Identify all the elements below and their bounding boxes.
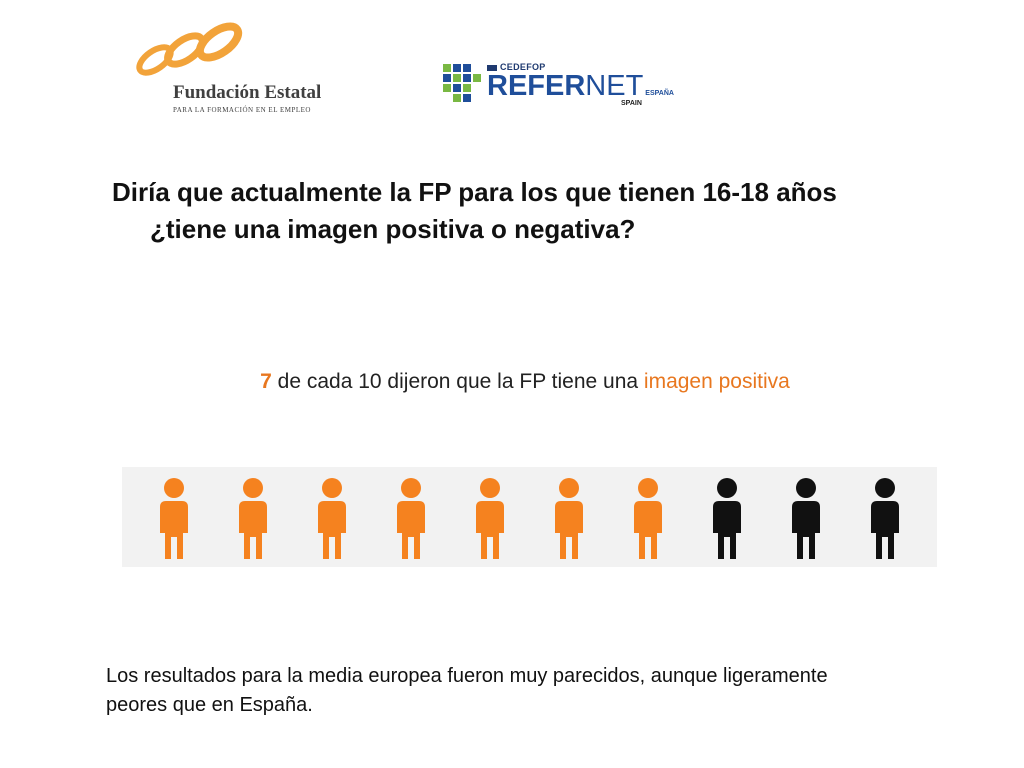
person-body: [792, 501, 820, 559]
person-body: [871, 501, 899, 559]
refernet-wordmark: REFERNET ESPAÑA: [487, 71, 674, 109]
footnote: Los resultados para la media europea fue…: [106, 665, 828, 716]
person-positive-icon: [555, 478, 583, 559]
person-body: [476, 501, 504, 559]
people-pictogram: [122, 467, 937, 567]
question-line-2: ¿tiene una imagen positiva o negativa?: [150, 214, 636, 244]
person-head: [480, 478, 500, 498]
question-line-1: Diría que actualmente la FP para los que…: [112, 177, 837, 207]
person-positive-icon: [634, 478, 662, 559]
person-body: [160, 501, 188, 559]
refernet-logo: CEDEFOP REFERNET ESPAÑA SPAIN: [443, 60, 674, 116]
refernet-net: NET: [585, 70, 644, 102]
result-number: 7: [260, 370, 272, 393]
person-positive-icon: [160, 478, 188, 559]
person-head: [875, 478, 895, 498]
cedefop-label: CEDEFOP: [487, 62, 546, 72]
person-body: [397, 501, 425, 559]
person-head: [638, 478, 658, 498]
person-negative-icon: [713, 478, 741, 559]
person-body: [239, 501, 267, 559]
result-positive-text: imagen positiva: [643, 370, 790, 393]
person-head: [796, 478, 816, 498]
result-middle-text: de cada 10 dijeron que la FP tiene una: [271, 370, 644, 393]
fundacion-estatal-logo: Fundación Estatal PARA LA FORMACIÓN EN E…: [133, 20, 333, 120]
person-positive-icon: [397, 478, 425, 559]
person-positive-icon: [318, 478, 346, 559]
person-head: [401, 478, 421, 498]
fundacion-estatal-subtitle: PARA LA FORMACIÓN EN EL EMPLEO: [173, 106, 311, 114]
person-body: [713, 501, 741, 559]
person-negative-icon: [792, 478, 820, 559]
refernet-grid-icon: [443, 64, 481, 102]
person-body: [318, 501, 346, 559]
person-positive-icon: [476, 478, 504, 559]
person-body: [634, 501, 662, 559]
person-positive-icon: [239, 478, 267, 559]
fundacion-estatal-mark-icon: [136, 22, 243, 76]
person-head: [717, 478, 737, 498]
person-head: [243, 478, 263, 498]
person-body: [555, 501, 583, 559]
refernet-spain: SPAIN: [621, 100, 642, 107]
result-highlight: 7 de cada 10 dijeron que la FP tiene una…: [0, 370, 1024, 394]
person-head: [559, 478, 579, 498]
person-negative-icon: [871, 478, 899, 559]
refernet-refer: REFER: [487, 70, 586, 102]
person-head: [164, 478, 184, 498]
question-heading: Diría que actualmente la FP para los que…: [112, 174, 972, 248]
refernet-espana: ESPAÑA: [645, 90, 674, 97]
person-head: [322, 478, 342, 498]
fundacion-estatal-name: Fundación Estatal: [173, 82, 322, 103]
